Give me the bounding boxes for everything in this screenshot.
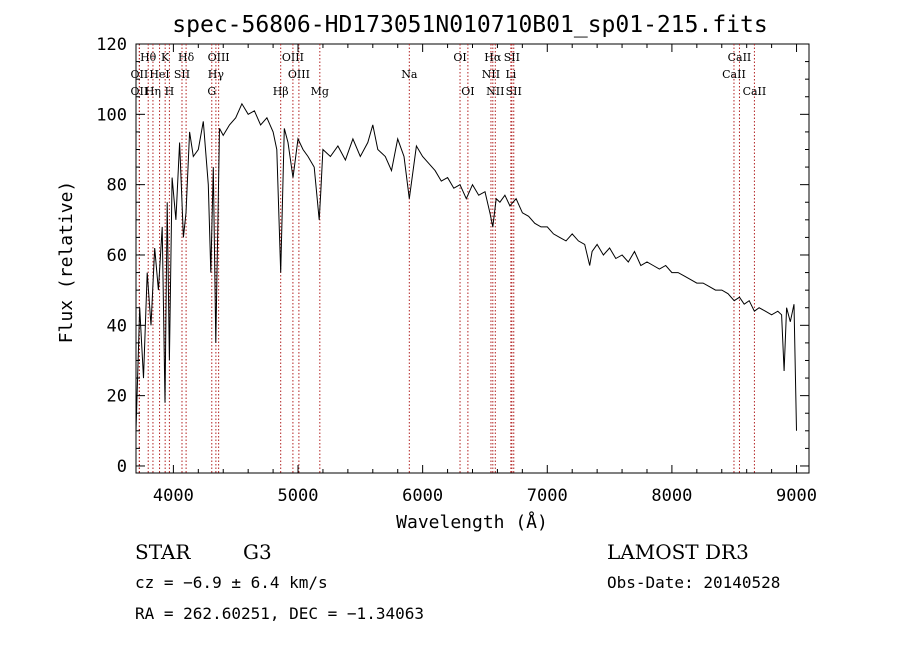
line-label-NII: NII xyxy=(486,85,504,98)
x-axis: 4000 5000 6000 7000 8000 9000 xyxy=(153,44,817,506)
line-label-OII: OII xyxy=(131,85,149,98)
line-label-CaII: CaII xyxy=(743,85,767,98)
x-tick-label: 7000 xyxy=(527,486,568,506)
coordinates: RA = 262.60251, DEC = −1.34063 xyxy=(135,604,424,623)
line-markers xyxy=(138,44,755,473)
line-label-NII: NII xyxy=(482,68,500,81)
object-type: STAR xyxy=(135,540,191,564)
x-tick-label: 4000 xyxy=(153,486,194,506)
y-tick-label: 120 xyxy=(96,35,127,55)
line-label-SII: SII xyxy=(504,51,520,64)
y-tick-label: 20 xyxy=(107,387,127,407)
y-tick-label: 80 xyxy=(107,176,127,196)
line-label-OII: OII xyxy=(131,68,149,81)
line-label-SII: SII xyxy=(174,68,190,81)
line-label-Hδ: Hδ xyxy=(178,51,195,64)
line-label-Hβ: Hβ xyxy=(273,85,289,98)
spectrum-line xyxy=(135,102,797,431)
line-label-CaII: CaII xyxy=(722,68,746,81)
y-axis: 0 20 40 60 80 100 120 xyxy=(96,35,809,477)
line-label-CaII: CaII xyxy=(728,51,752,64)
obs-date: Obs-Date: 20140528 xyxy=(607,573,780,592)
line-label-Mg: Mg xyxy=(311,85,329,98)
object-subclass: G3 xyxy=(243,540,272,564)
line-label-Na: Na xyxy=(401,68,418,81)
line-label-G: G xyxy=(207,85,216,98)
redshift-cz: cz = −6.9 ± 6.4 km/s xyxy=(135,573,328,592)
chart-title: spec-56806-HD173051N010710B01_sp01-215.f… xyxy=(172,12,767,38)
line-label-Li: Li xyxy=(505,68,516,81)
x-tick-label: 8000 xyxy=(651,486,692,506)
line-label-Hγ: Hγ xyxy=(208,68,225,81)
line-label-K: K xyxy=(161,51,170,64)
y-tick-label: 60 xyxy=(107,246,127,266)
survey-release: LAMOST DR3 xyxy=(607,540,749,564)
y-tick-label: 0 xyxy=(117,457,127,477)
line-label-HeI: HeI xyxy=(149,68,169,81)
x-tick-label: 9000 xyxy=(776,486,817,506)
line-label-OIII: OIII xyxy=(208,51,230,64)
plot-frame xyxy=(135,43,810,474)
y-tick-label: 100 xyxy=(96,105,127,125)
line-label-OIII: OIII xyxy=(288,68,310,81)
y-tick-label: 40 xyxy=(107,316,127,336)
line-label-Hθ: Hθ xyxy=(140,51,157,64)
line-label-SII: SII xyxy=(506,85,522,98)
y-axis-label: Flux (relative) xyxy=(56,181,77,344)
x-tick-label: 6000 xyxy=(402,486,443,506)
x-tick-label: 5000 xyxy=(278,486,319,506)
line-label-OI: OI xyxy=(453,51,466,64)
x-axis-label: Wavelength (Å) xyxy=(396,511,548,533)
line-label-OI: OI xyxy=(461,85,474,98)
line-label-H: H xyxy=(165,85,175,98)
line-label-Hη: Hη xyxy=(145,85,161,98)
line-label-OIII: OIII xyxy=(282,51,304,64)
line-label-Hα: Hα xyxy=(484,51,502,64)
